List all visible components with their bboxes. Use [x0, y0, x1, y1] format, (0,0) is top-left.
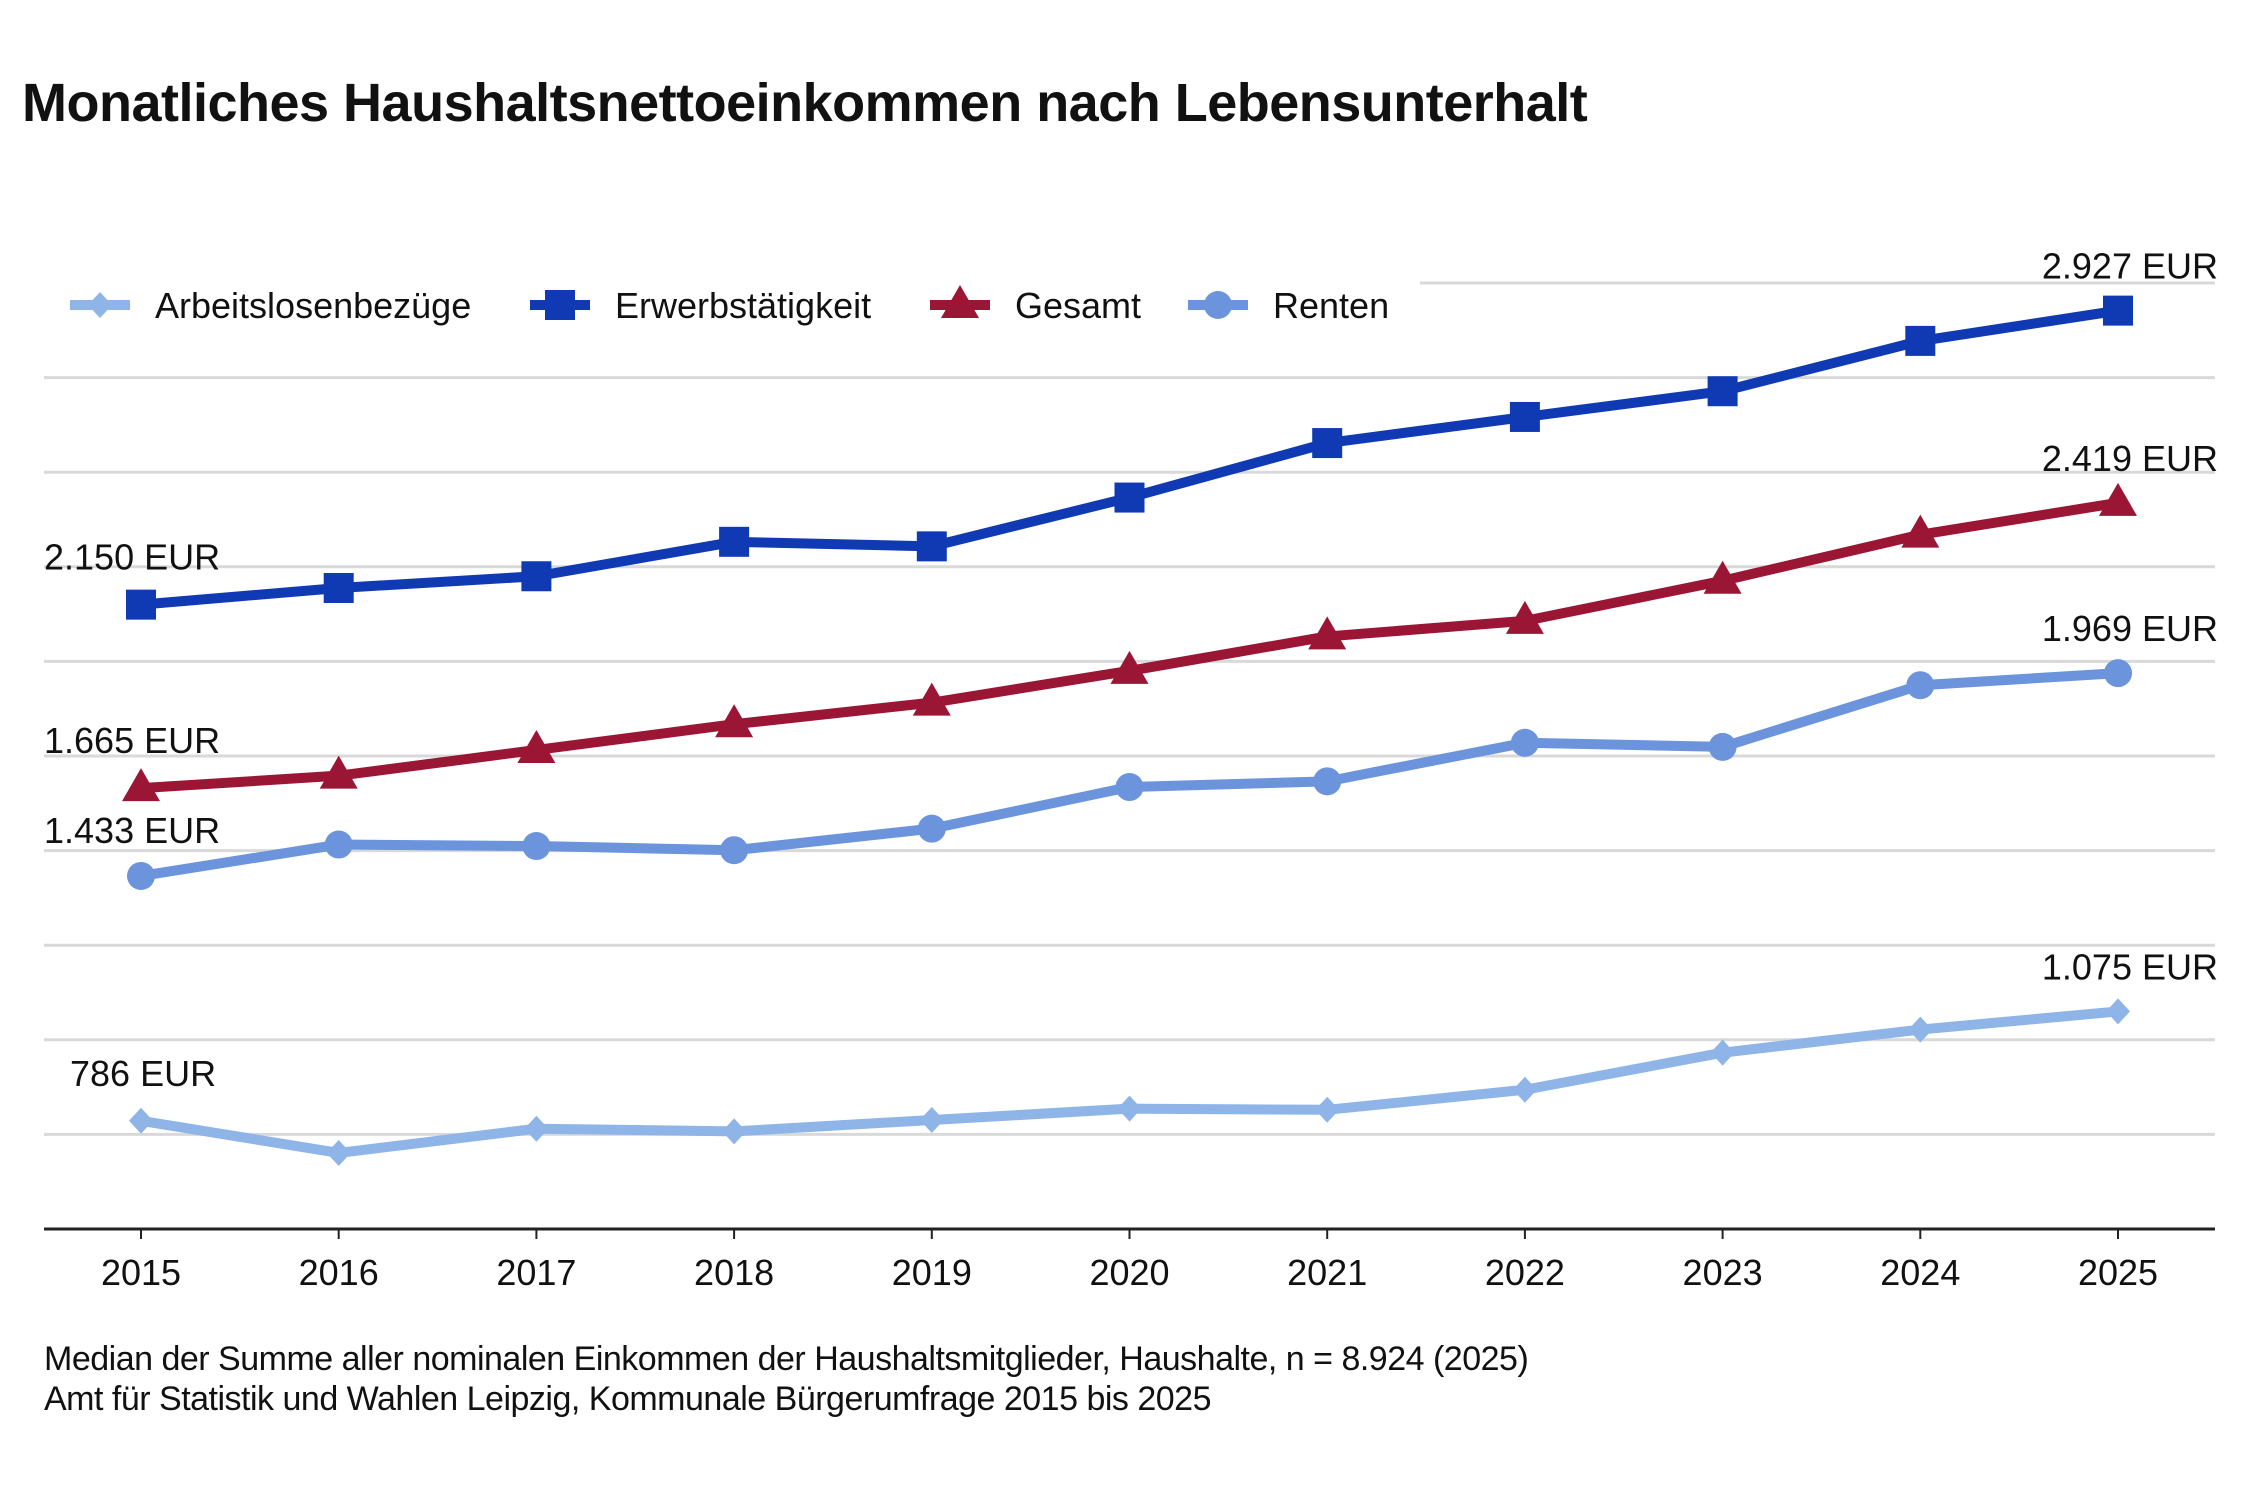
data-point-diamond	[129, 1107, 153, 1134]
data-point-diamond	[326, 1139, 351, 1166]
data-label-start: 1.433 EUR	[44, 810, 220, 851]
data-point-diamond	[524, 1115, 549, 1142]
series-arbeitslosenbezüge	[129, 998, 2130, 1166]
data-label-end: 2.927 EUR	[2042, 246, 2218, 287]
data-point-square	[323, 572, 354, 603]
data-label-start: 786 EUR	[70, 1053, 216, 1094]
data-label-end: 1.075 EUR	[2042, 946, 2218, 987]
footer-note: Median der Summe aller nominalen Einkomm…	[44, 1340, 1529, 1378]
data-point-circle	[1115, 773, 1144, 802]
data-point-circle	[522, 832, 551, 861]
legend: Arbeitslosenbezüge Erwerbstätigkeit Gesamt…	[70, 285, 1389, 326]
x-tick-label: 2020	[1089, 1252, 1169, 1293]
data-point-circle	[127, 861, 155, 890]
x-tick-label: 2017	[496, 1252, 576, 1293]
data-point-square	[1905, 325, 1936, 356]
data-point-triangle	[1703, 560, 1742, 594]
x-tick-label: 2021	[1287, 1252, 1367, 1293]
data-point-diamond	[1315, 1096, 1340, 1123]
data-point-circle	[2104, 659, 2132, 688]
chart-title: Monatliches Haushaltsnettoeinkommen nach…	[22, 73, 1588, 133]
series-line	[140, 1006, 2119, 1158]
data-point-diamond	[2106, 998, 2130, 1025]
x-tick-label: 2025	[2078, 1252, 2158, 1293]
data-point-square	[1312, 428, 1343, 459]
x-tick-label: 2024	[1880, 1252, 1960, 1293]
data-point-circle	[720, 836, 749, 865]
x-tick-label: 2016	[299, 1252, 379, 1293]
legend-item: Erwerbstätigkeit	[530, 285, 871, 326]
data-point-triangle	[1505, 600, 1544, 634]
data-point-square	[916, 531, 947, 562]
data-point-triangle	[1901, 514, 1940, 548]
data-point-diamond	[1512, 1076, 1537, 1103]
data-point-square	[1707, 376, 1738, 407]
data-point-triangle	[1308, 616, 1347, 650]
data-point-triangle	[1110, 650, 1149, 684]
data-point-triangle	[912, 682, 951, 716]
x-tick-label: 2023	[1683, 1252, 1763, 1293]
data-point-triangle	[2099, 482, 2137, 516]
legend-label: Arbeitslosenbezüge	[155, 285, 471, 326]
x-tick-label: 2015	[101, 1252, 181, 1293]
data-point-triangle	[319, 755, 358, 789]
legend-label: Gesamt	[1015, 285, 1141, 326]
legend-label: Renten	[1273, 285, 1389, 326]
data-point-diamond	[1117, 1095, 1142, 1122]
data-label-start: 2.150 EUR	[44, 537, 220, 578]
data-label-end: 2.419 EUR	[2042, 438, 2218, 479]
series-renten	[127, 659, 2132, 890]
data-point-square	[719, 526, 750, 557]
legend-item: Renten	[1188, 285, 1389, 326]
x-tick-label: 2018	[694, 1252, 774, 1293]
data-point-circle	[1708, 732, 1737, 761]
data-point-square	[545, 290, 575, 320]
data-point-circle	[1313, 767, 1342, 796]
x-tick-label: 2019	[892, 1252, 972, 1293]
data-labels: 786 EUR 1.075 EUR 2.150 EUR 2.927 EUR 1.665 …	[44, 246, 2218, 1094]
data-point-diamond	[1908, 1016, 1933, 1043]
series-line	[140, 497, 2119, 794]
x-tick-label: 2022	[1485, 1252, 1565, 1293]
data-point-diamond	[919, 1107, 944, 1134]
data-point-diamond	[1710, 1039, 1735, 1066]
series-gesamt	[122, 482, 2137, 802]
data-point-square	[1509, 401, 1540, 432]
footer-source: Amt für Statistik und Wahlen Leipzig, Ko…	[44, 1380, 1212, 1418]
data-point-triangle	[122, 768, 160, 802]
gridlines	[44, 281, 2215, 1136]
data-point-circle	[1906, 671, 1935, 700]
data-point-square	[1114, 482, 1145, 513]
data-point-circle	[917, 814, 946, 843]
legend-item: Arbeitslosenbezüge	[70, 285, 471, 326]
data-point-diamond	[88, 292, 112, 318]
data-point-square	[521, 561, 552, 592]
x-axis: 2015 2016 2017 2018 2019 2020 2021 2022 2023 2024…	[44, 1227, 2215, 1293]
data-point-triangle	[715, 704, 754, 738]
data-point-square	[2103, 295, 2133, 326]
data-point-diamond	[722, 1118, 747, 1145]
data-point-square	[126, 589, 156, 620]
data-point-circle	[1510, 728, 1539, 757]
data-point-triangle	[517, 729, 556, 763]
series-erwerbstätigkeit	[126, 295, 2133, 620]
data-label-end: 1.969 EUR	[2042, 608, 2218, 649]
data-label-start: 1.665 EUR	[44, 720, 220, 761]
series-lines	[122, 295, 2137, 1166]
legend-item: Gesamt	[930, 285, 1141, 326]
data-point-circle	[1204, 291, 1232, 319]
data-point-triangle	[941, 285, 979, 318]
legend-label: Erwerbstätigkeit	[615, 285, 871, 326]
data-point-circle	[324, 830, 353, 859]
